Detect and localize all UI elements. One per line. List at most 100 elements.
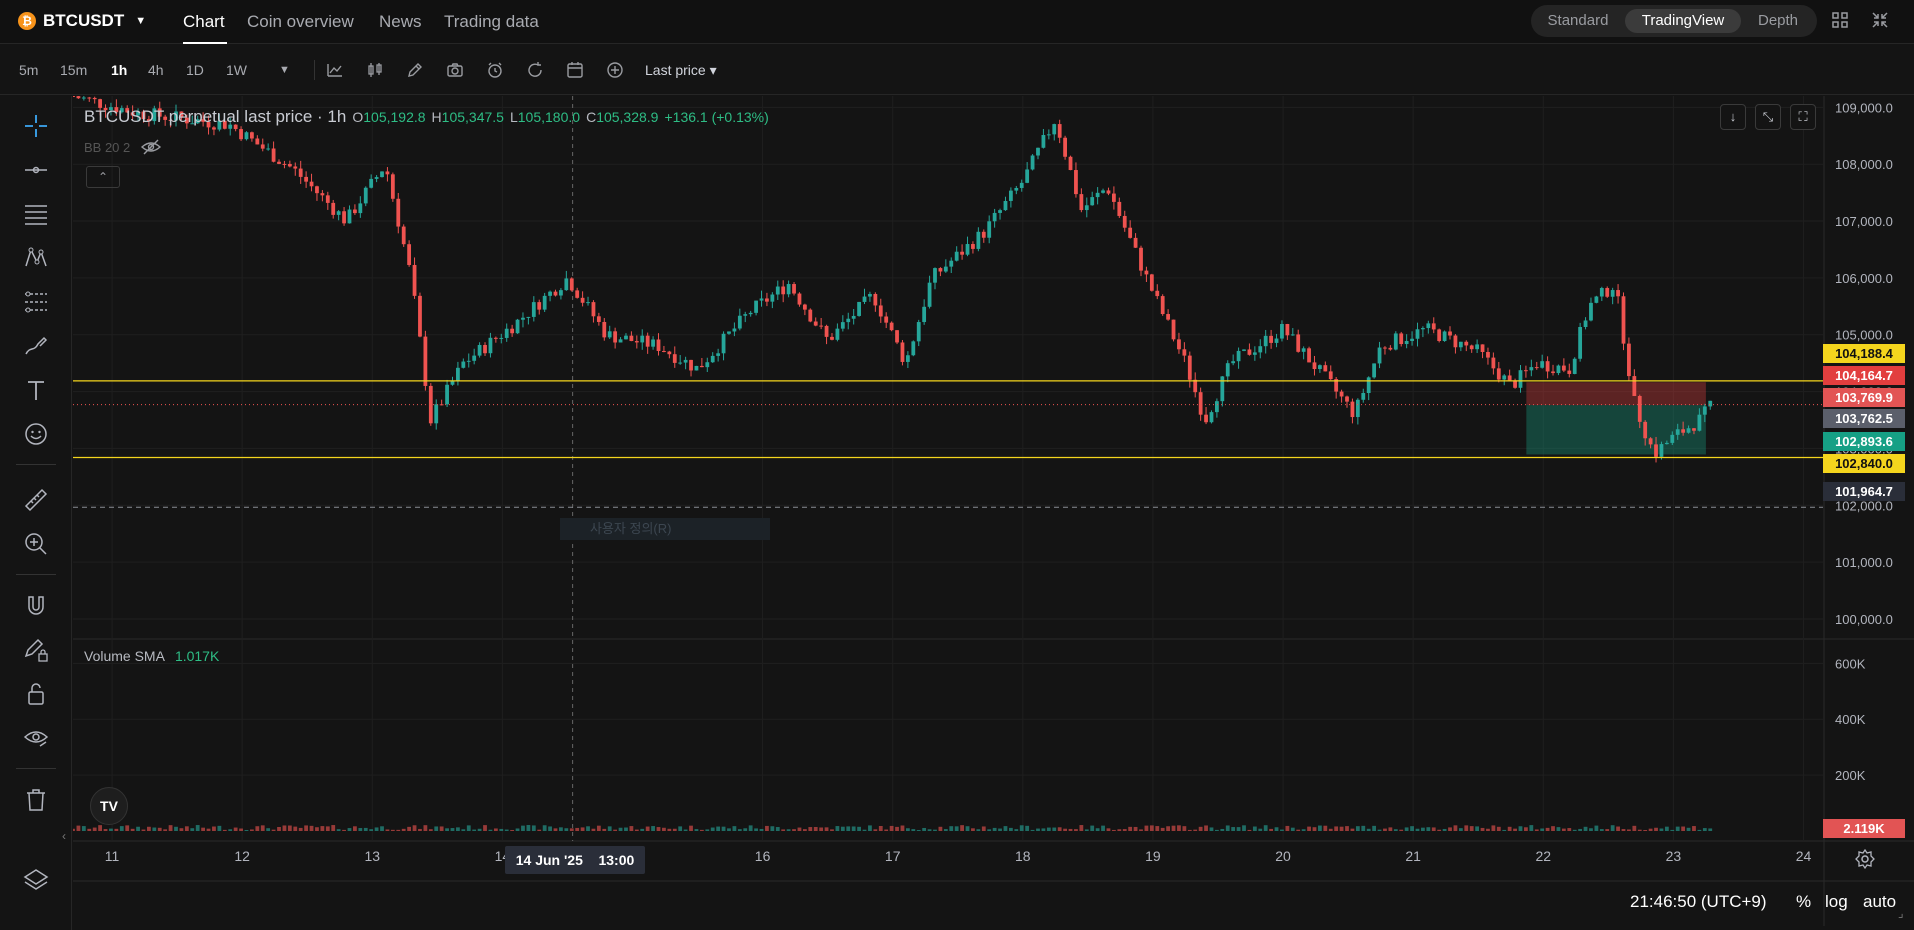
volume-bar (515, 828, 520, 831)
candle-body (98, 99, 103, 108)
long-position-tool[interactable] (1526, 382, 1706, 455)
settings-icon[interactable] (1854, 848, 1876, 870)
view-tradingview-button[interactable]: TradingView (1625, 9, 1741, 33)
tab-trading-data[interactable]: Trading data (444, 12, 539, 31)
view-depth-button[interactable]: Depth (1757, 12, 1799, 29)
eye-off-icon[interactable] (140, 138, 162, 156)
timeframe-1h[interactable]: 1h (111, 62, 128, 78)
volume-bar (1442, 828, 1447, 831)
volume-bar (147, 826, 151, 831)
timeframe-4h[interactable]: 4h (148, 62, 164, 78)
volume-bar (1594, 825, 1599, 831)
timeframe-1w[interactable]: 1W (226, 62, 247, 78)
pattern-icon[interactable] (22, 244, 50, 272)
candle-body (705, 362, 710, 368)
drawing-tools-sidebar: ‹ (0, 96, 72, 930)
candle-body (488, 337, 493, 354)
candle-body (1431, 323, 1436, 330)
text-icon[interactable] (22, 376, 50, 404)
volume-bar (1117, 829, 1122, 831)
volume-bar (353, 826, 357, 831)
candle-body (407, 244, 412, 265)
volume-bar (423, 825, 428, 831)
candle-body (1307, 348, 1311, 363)
view-standard-button[interactable]: Standard (1547, 12, 1609, 29)
timeframe-15m[interactable]: 15m (60, 62, 88, 78)
price-type-dropdown[interactable]: Last price ▾ (645, 62, 717, 78)
clock-timezone[interactable]: 21:46:50 (UTC+9) (1630, 892, 1767, 911)
volume-bar (895, 826, 899, 831)
tab-news[interactable]: News (379, 12, 422, 31)
timeframe-more-dropdown[interactable]: ▼ (279, 64, 290, 76)
pencil-icon[interactable] (406, 61, 424, 79)
tab-chart[interactable]: Chart (183, 12, 225, 31)
candle-body (499, 337, 504, 339)
volume-bar (445, 828, 449, 831)
fullscreen-button[interactable]: ⛶ (1790, 104, 1816, 130)
candle-body (759, 298, 764, 301)
auto-scale-toggle[interactable]: auto (1863, 892, 1897, 911)
zoom-in-icon[interactable] (22, 530, 50, 558)
add-icon[interactable] (606, 61, 624, 79)
ruler-icon[interactable] (22, 486, 50, 514)
candle-body (922, 306, 927, 323)
collapse-fullscreen-icon[interactable] (1870, 10, 1890, 30)
price-chart[interactable]: 109,000.0 108,000.0 107,000.0 106,000.0 105,… (73, 96, 1914, 930)
candle-body (802, 304, 807, 310)
indicators-icon[interactable] (326, 61, 344, 79)
candle-body (157, 108, 162, 117)
trash-icon[interactable] (22, 786, 50, 814)
unlock-icon[interactable] (22, 680, 50, 708)
refresh-icon[interactable] (526, 61, 544, 79)
timeframe-5m[interactable]: 5m (19, 62, 39, 78)
calendar-icon[interactable] (566, 61, 584, 79)
volume-bar (905, 828, 910, 831)
emoji-icon[interactable] (22, 420, 50, 448)
volume-bar (1697, 829, 1702, 831)
sidebar-collapse-icon[interactable]: ‹ (62, 829, 66, 843)
candle-body (1177, 339, 1181, 350)
fib-lines-icon[interactable] (22, 200, 50, 228)
candle-body (895, 330, 899, 343)
volume-bar (1388, 827, 1393, 831)
resize-handle-icon[interactable]: ⌟ (1898, 906, 1904, 920)
horizontal-levels[interactable] (73, 380, 1823, 508)
candle-body (754, 300, 758, 313)
volume-bar (1632, 825, 1637, 831)
candle-body (76, 96, 81, 99)
layers-icon[interactable] (22, 866, 50, 894)
tab-coin-overview[interactable]: Coin overview (247, 12, 354, 31)
horizontal-line-icon[interactable] (22, 156, 50, 184)
bollinger-bands-label[interactable]: BB 20 2 (84, 139, 131, 155)
volume-bar (347, 828, 352, 831)
candle-body (1144, 270, 1149, 275)
candle-body (174, 111, 178, 121)
magnet-icon[interactable] (22, 592, 50, 620)
collapse-panes-button[interactable]: ⤡ (1755, 104, 1781, 130)
grid-layout-icon[interactable] (1830, 10, 1850, 30)
volume-bar (1242, 825, 1246, 831)
candle-style-icon[interactable] (366, 61, 384, 79)
candle-body (282, 163, 287, 165)
candle-body (586, 302, 590, 304)
crosshair-icon[interactable] (22, 112, 50, 140)
volume-bar (976, 829, 981, 831)
brush-icon[interactable] (22, 332, 50, 360)
alarm-icon[interactable] (486, 61, 504, 79)
log-scale-toggle[interactable]: log (1825, 892, 1848, 911)
tradingview-logo[interactable]: TV (90, 787, 128, 825)
camera-icon[interactable] (446, 61, 464, 79)
volume-bar (152, 827, 157, 831)
symbol-selector[interactable]: ₿ BTCUSDT ▼ (18, 11, 146, 31)
percent-scale-toggle[interactable]: % (1796, 892, 1812, 911)
volume-bar (1572, 829, 1577, 831)
eye-icon[interactable] (22, 724, 50, 752)
volume-bar (624, 827, 628, 831)
draw-lock-icon[interactable] (22, 636, 50, 664)
legend-collapse-button[interactable]: ⌃ (86, 166, 120, 188)
forecast-icon[interactable] (22, 288, 50, 316)
candle-body (716, 353, 721, 356)
candle-body (1019, 182, 1024, 188)
timeframe-1d[interactable]: 1D (186, 62, 204, 78)
scroll-down-button[interactable]: ↓ (1720, 104, 1746, 130)
